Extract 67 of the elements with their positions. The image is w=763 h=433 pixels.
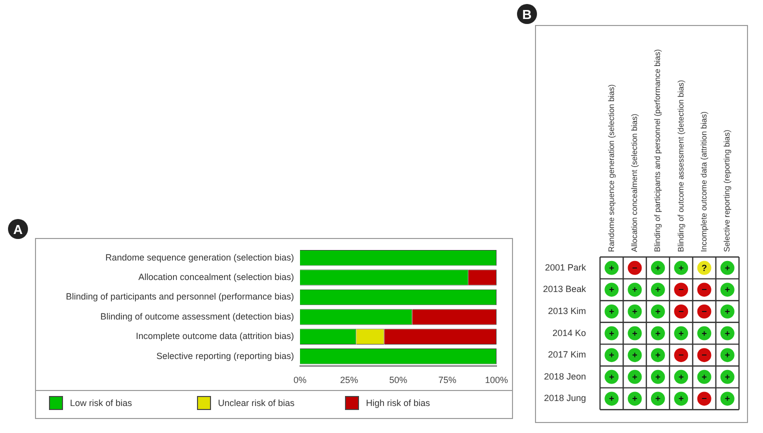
x-tick-label: Incomplete outcome data (attrition bias) bbox=[699, 111, 708, 252]
y-tick-label: 2014 Ko bbox=[552, 328, 586, 338]
text: + bbox=[632, 394, 638, 404]
text: + bbox=[608, 394, 614, 404]
text: + bbox=[678, 394, 684, 404]
y-tick-label: 2001 Park bbox=[545, 262, 587, 272]
text: + bbox=[724, 306, 730, 316]
text: + bbox=[678, 372, 684, 382]
legend-label: Unclear risk of bias bbox=[218, 398, 295, 408]
text: + bbox=[724, 284, 730, 295]
text: + bbox=[608, 328, 614, 338]
text: + bbox=[724, 262, 730, 273]
y-tick-label: 2018 Jeon bbox=[544, 371, 586, 382]
text: + bbox=[655, 350, 661, 360]
x-tick-label: Selective reporting (reporting bias) bbox=[722, 129, 732, 252]
text: − bbox=[678, 284, 684, 295]
text: + bbox=[724, 372, 730, 382]
text: + bbox=[724, 328, 730, 338]
x-tick-label: 75% bbox=[438, 375, 456, 386]
y-tick-label: Incomplete outcome data (attrition bias) bbox=[136, 331, 294, 342]
text: + bbox=[608, 262, 614, 273]
text: + bbox=[724, 394, 730, 404]
text: + bbox=[678, 262, 684, 273]
text: − bbox=[632, 262, 638, 273]
chart-title: B bbox=[517, 4, 537, 24]
x-tick-label: 100% bbox=[484, 375, 508, 386]
y-tick-label: 2013 Kim bbox=[548, 306, 586, 316]
text: + bbox=[655, 284, 661, 295]
text: + bbox=[678, 328, 684, 338]
text: + bbox=[655, 262, 661, 273]
text: + bbox=[608, 284, 614, 295]
text: − bbox=[702, 394, 707, 404]
text: A bbox=[8, 219, 28, 239]
text: − bbox=[702, 350, 707, 360]
text: + bbox=[702, 372, 707, 382]
text: − bbox=[702, 284, 707, 295]
text: + bbox=[632, 328, 638, 338]
text: + bbox=[608, 306, 614, 316]
y-tick-label: Selective reporting (reporting bias) bbox=[156, 350, 294, 361]
y-tick-label: Blinding of participants and personnel (performance bias) bbox=[66, 292, 294, 302]
x-tick-label: 0% bbox=[293, 375, 307, 386]
text: − bbox=[678, 306, 684, 316]
text: + bbox=[655, 306, 661, 316]
text: ? bbox=[702, 262, 708, 273]
text: + bbox=[632, 284, 638, 295]
text: − bbox=[702, 306, 707, 316]
text: + bbox=[724, 350, 730, 360]
y-tick-label: Blinding of outcome assessment (detection bias) bbox=[100, 311, 294, 322]
y-tick-label: Randome sequence generation (selection bias) bbox=[105, 252, 294, 262]
text: + bbox=[632, 372, 638, 382]
text: + bbox=[608, 350, 614, 360]
text: + bbox=[655, 394, 661, 404]
legend-label: Low risk of bias bbox=[70, 398, 132, 408]
text: + bbox=[655, 372, 661, 382]
text: + bbox=[632, 306, 638, 316]
text: − bbox=[678, 350, 684, 360]
y-tick-label: 2017 Kim bbox=[548, 350, 586, 360]
text: + bbox=[655, 328, 661, 338]
x-tick-label: 50% bbox=[389, 375, 408, 386]
y-tick-label: 2018 Jung bbox=[544, 393, 586, 404]
text: + bbox=[702, 328, 707, 338]
x-tick-label: 25% bbox=[340, 375, 358, 386]
y-tick-label: Allocation concealment (selection bias) bbox=[138, 272, 294, 282]
text: + bbox=[632, 350, 638, 360]
text: + bbox=[608, 372, 614, 382]
y-tick-label: 2013 Beak bbox=[542, 284, 587, 294]
legend-label: High risk of bias bbox=[366, 398, 430, 408]
